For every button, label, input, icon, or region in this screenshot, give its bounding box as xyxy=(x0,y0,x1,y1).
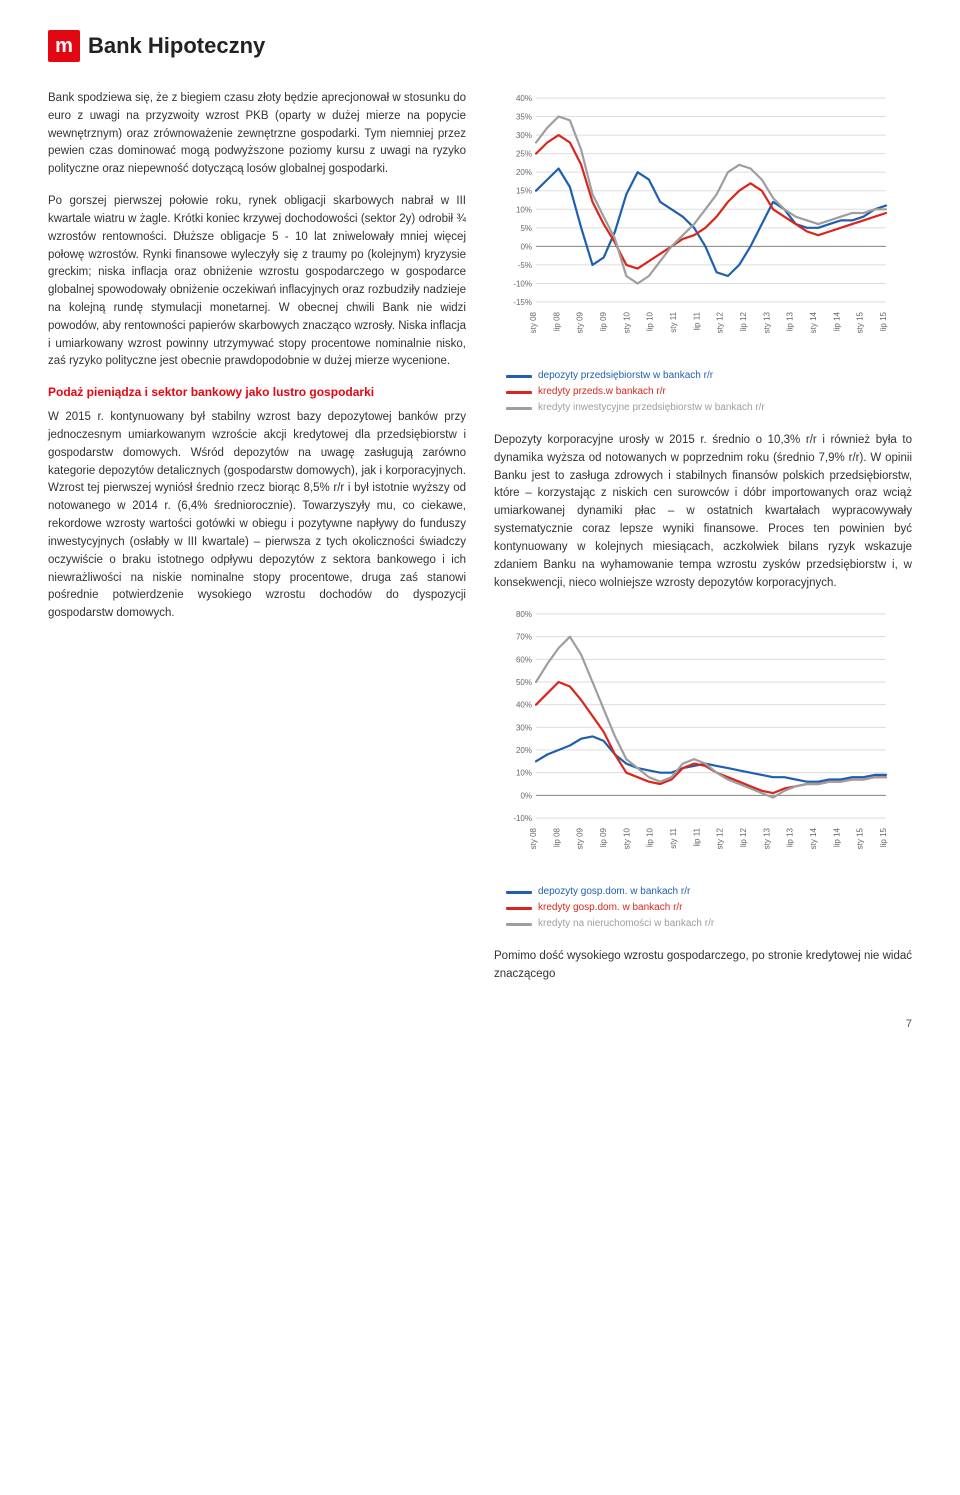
chart-2: 80% 70% 60% 50% 40% 30% 20% 10% 0% -10% sty 08 lip … xyxy=(494,606,912,876)
bank-name: Bank Hipoteczny xyxy=(88,33,265,59)
svg-text:-10%: -10% xyxy=(513,279,532,288)
legend-swatch xyxy=(506,891,532,894)
svg-text:sty 15: sty 15 xyxy=(856,311,865,333)
svg-text:sty 11: sty 11 xyxy=(669,311,678,332)
svg-text:sty 10: sty 10 xyxy=(622,828,631,850)
chart-1-legend: depozyty przedsiębiorstw w bankach r/rkr… xyxy=(494,368,912,416)
svg-text:lip 12: lip 12 xyxy=(739,311,748,331)
svg-text:sty 13: sty 13 xyxy=(762,828,771,850)
legend-swatch xyxy=(506,923,532,926)
right-para-1: Depozyty korporacyjne urosły w 2015 r. ś… xyxy=(494,432,912,592)
svg-text:sty 13: sty 13 xyxy=(762,311,771,333)
svg-text:30%: 30% xyxy=(516,131,532,140)
svg-text:sty 08: sty 08 xyxy=(529,828,538,850)
svg-text:5%: 5% xyxy=(520,224,532,233)
legend-label: depozyty przedsiębiorstw w bankach r/r xyxy=(538,368,713,384)
svg-text:40%: 40% xyxy=(516,701,532,710)
svg-text:sty 10: sty 10 xyxy=(622,311,631,333)
svg-text:lip 12: lip 12 xyxy=(739,828,748,848)
svg-text:lip 08: lip 08 xyxy=(552,311,561,331)
svg-text:sty 11: sty 11 xyxy=(669,828,678,849)
section-title: Podaż pieniądza i sektor bankowy jako lu… xyxy=(48,385,466,399)
right-para-2: Pomimo dość wysokiego wzrostu gospodarcz… xyxy=(494,948,912,984)
svg-text:sty 14: sty 14 xyxy=(809,828,818,850)
svg-text:-15%: -15% xyxy=(513,298,532,307)
left-para-2: Po gorszej pierwszej połowie roku, rynek… xyxy=(48,193,466,371)
svg-text:lip 11: lip 11 xyxy=(692,828,701,847)
svg-text:lip 08: lip 08 xyxy=(552,828,561,848)
svg-text:10%: 10% xyxy=(516,769,532,778)
legend-item: kredyty gosp.dom. w bankach r/r xyxy=(506,900,912,916)
svg-text:sty 09: sty 09 xyxy=(576,828,585,850)
svg-text:-10%: -10% xyxy=(513,814,532,823)
logo-icon: m xyxy=(48,30,80,62)
svg-text:lip 15: lip 15 xyxy=(879,828,888,848)
header: m Bank Hipoteczny xyxy=(48,30,912,62)
svg-text:15%: 15% xyxy=(516,187,532,196)
legend-label: depozyty gosp.dom. w bankach r/r xyxy=(538,884,690,900)
svg-text:20%: 20% xyxy=(516,746,532,755)
svg-text:sty 12: sty 12 xyxy=(716,828,725,850)
svg-text:lip 09: lip 09 xyxy=(599,311,608,331)
legend-item: kredyty przeds.w bankach r/r xyxy=(506,384,912,400)
svg-text:50%: 50% xyxy=(516,678,532,687)
svg-text:lip 11: lip 11 xyxy=(692,311,701,330)
svg-text:lip 14: lip 14 xyxy=(832,311,841,331)
svg-text:lip 13: lip 13 xyxy=(786,828,795,848)
chart-2-legend: depozyty gosp.dom. w bankach r/rkredyty … xyxy=(494,884,912,932)
legend-swatch xyxy=(506,407,532,410)
page-number: 7 xyxy=(48,1018,912,1030)
svg-text:80%: 80% xyxy=(516,610,532,619)
svg-text:sty 15: sty 15 xyxy=(856,828,865,850)
svg-text:sty 09: sty 09 xyxy=(576,311,585,333)
legend-item: depozyty gosp.dom. w bankach r/r xyxy=(506,884,912,900)
svg-text:0%: 0% xyxy=(520,792,532,801)
legend-item: kredyty inwestycyjne przedsiębiorstw w b… xyxy=(506,400,912,416)
left-para-3: W 2015 r. kontynuowany był stabilny wzro… xyxy=(48,409,466,623)
legend-label: kredyty na nieruchomości w bankach r/r xyxy=(538,916,714,932)
svg-text:lip 10: lip 10 xyxy=(646,311,655,331)
svg-text:0%: 0% xyxy=(520,242,532,251)
left-para-1: Bank spodziewa się, że z biegiem czasu z… xyxy=(48,90,466,179)
legend-swatch xyxy=(506,391,532,394)
legend-label: kredyty przeds.w bankach r/r xyxy=(538,384,666,400)
svg-text:-5%: -5% xyxy=(518,261,532,270)
svg-text:20%: 20% xyxy=(516,168,532,177)
svg-text:lip 15: lip 15 xyxy=(879,311,888,331)
chart-1: 40% 35% 30% 25% 20% 15% 10% 5% 0% -5% -10% -15% sty … xyxy=(494,90,912,360)
svg-text:lip 14: lip 14 xyxy=(832,828,841,848)
legend-swatch xyxy=(506,375,532,378)
right-column: 40% 35% 30% 25% 20% 15% 10% 5% 0% -5% -10% -15% sty … xyxy=(494,90,912,998)
svg-text:lip 10: lip 10 xyxy=(646,828,655,848)
svg-text:10%: 10% xyxy=(516,205,532,214)
svg-text:70%: 70% xyxy=(516,633,532,642)
svg-text:25%: 25% xyxy=(516,150,532,159)
legend-label: kredyty gosp.dom. w bankach r/r xyxy=(538,900,683,916)
legend-label: kredyty inwestycyjne przedsiębiorstw w b… xyxy=(538,400,765,416)
legend-item: depozyty przedsiębiorstw w bankach r/r xyxy=(506,368,912,384)
svg-text:lip 13: lip 13 xyxy=(786,311,795,331)
left-column: Bank spodziewa się, że z biegiem czasu z… xyxy=(48,90,466,998)
svg-text:lip 09: lip 09 xyxy=(599,828,608,848)
svg-text:30%: 30% xyxy=(516,724,532,733)
svg-text:40%: 40% xyxy=(516,94,532,103)
svg-text:sty 14: sty 14 xyxy=(809,311,818,333)
legend-item: kredyty na nieruchomości w bankach r/r xyxy=(506,916,912,932)
legend-swatch xyxy=(506,907,532,910)
svg-text:sty 12: sty 12 xyxy=(716,311,725,333)
svg-text:35%: 35% xyxy=(516,113,532,122)
svg-text:60%: 60% xyxy=(516,656,532,665)
svg-text:sty 08: sty 08 xyxy=(529,311,538,333)
